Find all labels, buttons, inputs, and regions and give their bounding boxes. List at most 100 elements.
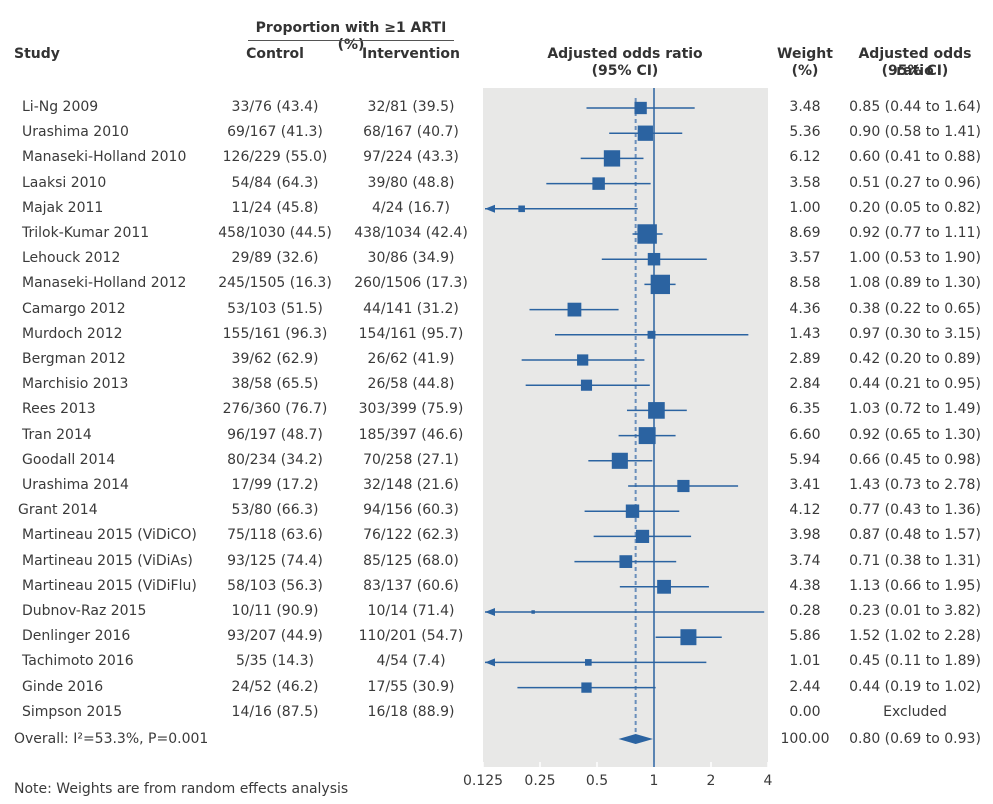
study-estimate-square — [677, 479, 690, 493]
study-estimate-square — [650, 274, 670, 295]
weight-value: 0.00 — [789, 703, 821, 720]
intervention-count: 4/24 (16.7) — [372, 199, 450, 216]
control-count: 38/58 (65.5) — [231, 376, 319, 393]
intervention-count: 303/399 (75.9) — [358, 401, 464, 418]
weight-value: 6.12 — [789, 149, 821, 166]
control-count: 53/103 (51.5) — [227, 300, 323, 317]
control-count: 58/103 (56.3) — [227, 577, 323, 594]
study-estimate-square — [657, 579, 671, 594]
or-ci-text: 0.42 (0.20 to 0.89) — [849, 351, 981, 367]
x-tick-label: 0.25 — [524, 773, 555, 789]
plot-title-line2: (95% CI) — [591, 63, 659, 79]
study-estimate-square — [611, 452, 628, 469]
intervention-count: 32/148 (21.6) — [363, 477, 459, 493]
weight-value: 2.84 — [789, 376, 821, 393]
control-column-header: Control — [246, 46, 304, 62]
or-ci-text: Excluded — [883, 703, 947, 720]
weight-column-header-line2: (%) — [791, 63, 819, 79]
control-count: 458/1030 (44.5) — [218, 225, 332, 241]
overall-or-text: 0.80 (0.69 to 0.93) — [849, 731, 981, 747]
control-count: 54/84 (64.3) — [231, 174, 319, 191]
or-ci-text: 0.92 (0.77 to 1.11) — [849, 225, 981, 241]
study-name: Ginde 2016 — [22, 678, 104, 695]
weight-value: 0.28 — [789, 603, 821, 619]
study-name: Dubnov-Raz 2015 — [22, 603, 147, 619]
weight-value: 3.57 — [789, 250, 821, 267]
x-tick-label: 2 — [707, 773, 716, 789]
study-estimate-square — [603, 150, 621, 167]
study-estimate-square — [619, 555, 633, 568]
group-header-rule — [248, 40, 454, 41]
or-ci-text: 1.00 (0.53 to 1.90) — [849, 250, 981, 267]
study-name: Li-Ng 2009 — [22, 99, 99, 115]
study-estimate-square — [580, 379, 593, 391]
weight-value: 1.01 — [789, 653, 821, 670]
control-count: 276/360 (76.7) — [222, 401, 328, 418]
weight-column-header-line1: Weight — [777, 46, 833, 62]
control-count: 75/118 (63.6) — [227, 527, 323, 544]
or-ci-text: 0.38 (0.22 to 0.65) — [849, 300, 981, 317]
control-count: 93/125 (74.4) — [227, 552, 323, 569]
study-estimate-square — [531, 610, 535, 614]
study-name: Urashima 2010 — [22, 124, 129, 141]
intervention-count: 97/224 (43.3) — [363, 149, 459, 166]
control-count: 11/24 (45.8) — [231, 199, 319, 216]
study-estimate-square — [648, 402, 665, 419]
study-estimate-square — [680, 629, 697, 646]
or-ci-text: 0.97 (0.30 to 3.15) — [849, 325, 981, 342]
weight-value: 5.94 — [789, 451, 821, 468]
or-ci-text: 0.71 (0.38 to 1.31) — [849, 552, 981, 569]
or-ci-text: 1.43 (0.73 to 2.78) — [849, 477, 981, 493]
weight-value: 4.36 — [789, 300, 821, 317]
intervention-count: 17/55 (30.9) — [367, 678, 455, 695]
weight-value: 3.48 — [789, 99, 821, 115]
intervention-count: 26/58 (44.8) — [367, 376, 455, 393]
or-ci-text: 1.03 (0.72 to 1.49) — [849, 401, 981, 418]
intervention-column-header: Intervention — [362, 46, 460, 62]
control-count: 155/161 (96.3) — [222, 325, 328, 342]
control-count: 80/234 (34.2) — [227, 451, 323, 468]
or-column-header-line2: (95% CI) — [881, 63, 949, 79]
x-tick-label: 4 — [764, 773, 773, 789]
study-name: Camargo 2012 — [22, 300, 126, 317]
or-ci-text: 0.92 (0.65 to 1.30) — [849, 426, 981, 443]
overall-weight: 100.00 — [780, 731, 830, 747]
control-count: 29/89 (32.6) — [231, 250, 319, 267]
study-name: Murdoch 2012 — [22, 325, 123, 342]
intervention-count: 76/122 (62.3) — [363, 527, 459, 544]
weight-value: 5.36 — [789, 124, 821, 141]
control-count: 69/167 (41.3) — [227, 124, 323, 141]
study-name: Lehouck 2012 — [22, 250, 121, 267]
control-count: 93/207 (44.9) — [227, 628, 323, 645]
control-count: 39/62 (62.9) — [231, 351, 319, 367]
study-estimate-square — [581, 682, 592, 693]
weight-value: 2.89 — [789, 351, 821, 367]
x-tick-label: 0.125 — [463, 773, 503, 789]
study-name: Tran 2014 — [22, 426, 92, 443]
study-name: Majak 2011 — [22, 199, 104, 216]
study-name: Urashima 2014 — [22, 477, 129, 493]
study-estimate-square — [518, 205, 525, 213]
intervention-count: 32/81 (39.5) — [367, 99, 455, 115]
or-ci-text: 0.44 (0.21 to 0.95) — [849, 376, 981, 393]
control-count: 5/35 (14.3) — [236, 653, 314, 670]
or-ci-text: 0.45 (0.11 to 1.89) — [849, 653, 981, 670]
study-estimate-square — [585, 659, 592, 666]
intervention-count: 30/86 (34.9) — [367, 250, 455, 267]
weight-value: 5.86 — [789, 628, 821, 645]
intervention-count: 260/1506 (17.3) — [354, 275, 468, 292]
x-tick-label: 1 — [650, 773, 659, 789]
ci-truncation-arrow — [485, 658, 495, 667]
control-count: 17/99 (17.2) — [231, 477, 319, 493]
study-estimate-square — [567, 302, 582, 317]
or-ci-text: 0.77 (0.43 to 1.36) — [849, 502, 981, 519]
study-name: Grant 2014 — [18, 502, 98, 519]
intervention-count: 44/141 (31.2) — [363, 300, 459, 317]
study-name: Trilok-Kumar 2011 — [22, 225, 150, 241]
overall-diamond — [618, 734, 654, 744]
study-name: Goodall 2014 — [22, 451, 116, 468]
weight-value: 6.35 — [789, 401, 821, 418]
intervention-count: 110/201 (54.7) — [358, 628, 464, 645]
ci-truncation-arrow — [485, 608, 495, 616]
study-name: Manaseki-Holland 2010 — [22, 149, 187, 166]
